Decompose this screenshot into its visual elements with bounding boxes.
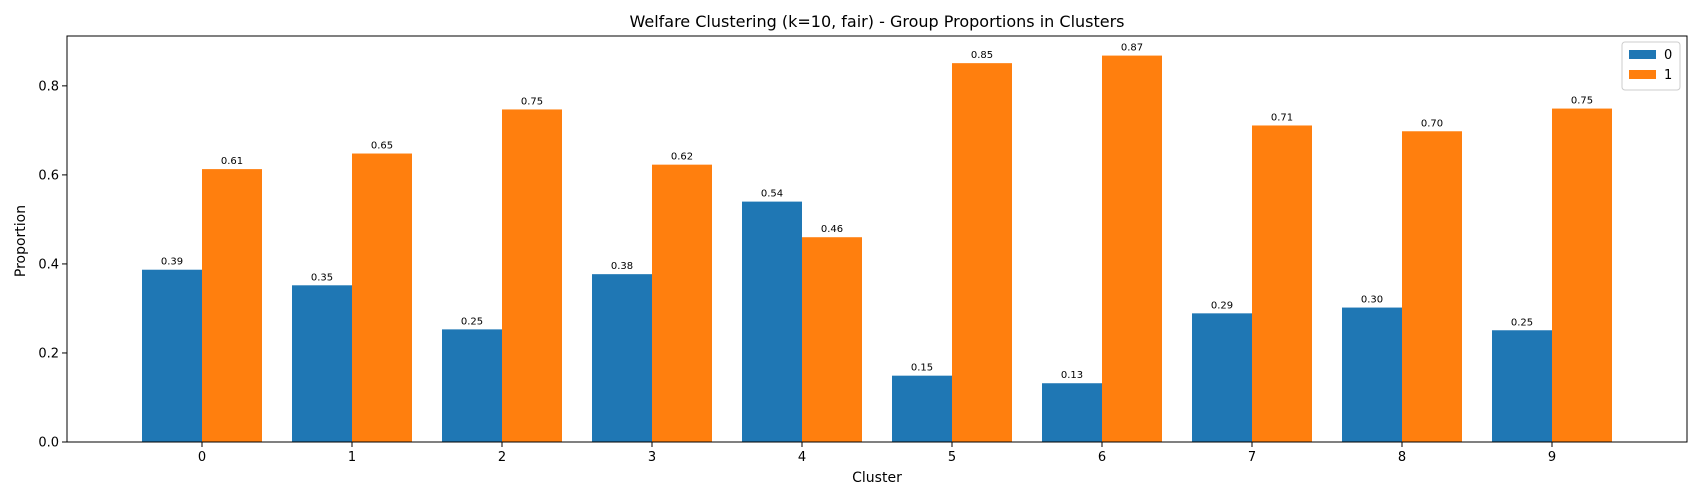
data-label: 0.75 (521, 96, 543, 107)
x-tick-label: 2 (498, 450, 506, 465)
x-tick-label: 7 (1248, 450, 1256, 465)
bar-series-1-cluster-1 (352, 153, 412, 443)
bar-series-1-cluster-2 (502, 109, 562, 442)
data-label: 0.25 (461, 316, 483, 327)
data-label: 0.61 (221, 156, 243, 167)
data-label: 0.46 (821, 224, 843, 235)
bar-series-0-cluster-1 (292, 285, 352, 442)
data-label: 0.38 (611, 261, 633, 272)
bars-layer: 0.39 0.35 0.25 0.38 0.54 0.15 0.13 0.29 0.30 0.25… (142, 43, 1612, 443)
bar-series-1-cluster-3 (652, 164, 712, 442)
bar-series-0-cluster-3 (592, 274, 652, 442)
bar-series-1-cluster-7 (1252, 125, 1312, 443)
bar-series-1-cluster-8 (1402, 131, 1462, 442)
bar-series-0-cluster-0 (142, 269, 202, 442)
x-tick-label: 3 (648, 450, 656, 465)
y-tick-label: 0.2 (38, 346, 59, 361)
bar-series-1-cluster-9 (1552, 108, 1612, 442)
data-label: 0.54 (761, 189, 783, 200)
x-axis-label: Cluster (852, 470, 902, 486)
bar-series-0-cluster-8 (1342, 307, 1402, 442)
data-label: 0.70 (1421, 118, 1443, 129)
data-label: 0.15 (911, 363, 933, 374)
y-tick-label: 0.6 (38, 168, 59, 183)
x-tick-label: 0 (198, 450, 206, 465)
bar-series-0-cluster-4 (742, 201, 802, 442)
x-tick-label: 5 (948, 450, 956, 465)
data-label: 0.85 (971, 50, 993, 61)
bar-series-0-cluster-7 (1192, 313, 1252, 442)
data-label: 0.62 (671, 152, 693, 163)
data-label: 0.75 (1571, 96, 1593, 107)
x-tick-label: 4 (798, 450, 806, 465)
axes-layer: 0.00.20.40.60.80 1 2 3 4 5 6 7 8 9 (38, 35, 1688, 465)
data-label: 0.65 (371, 141, 393, 152)
y-tick-label: 0.0 (38, 436, 59, 451)
bar-series-0-cluster-2 (442, 329, 502, 442)
legend: 01 (1621, 41, 1681, 91)
data-label: 0.13 (1061, 370, 1083, 381)
y-tick-label: 0.8 (38, 79, 59, 94)
bar-series-0-cluster-5 (892, 375, 952, 442)
bar-series-1-cluster-0 (202, 169, 262, 442)
data-label: 0.71 (1271, 112, 1293, 123)
data-label: 0.87 (1121, 43, 1143, 54)
data-label: 0.25 (1511, 317, 1533, 328)
x-tick-label: 8 (1398, 450, 1406, 465)
bar-series-0-cluster-9 (1492, 330, 1552, 442)
y-axis-label: Proportion (13, 205, 29, 277)
x-tick-label: 1 (348, 450, 356, 465)
chart-title: Welfare Clustering (k=10, fair) - Group … (629, 12, 1124, 31)
data-label: 0.39 (161, 257, 183, 268)
legend-label-0: 0 (1664, 48, 1672, 63)
bar-series-1-cluster-4 (802, 237, 862, 442)
data-label: 0.35 (311, 272, 333, 283)
legend-label-1: 1 (1664, 68, 1672, 83)
plot-frame (66, 35, 1688, 443)
x-tick-label: 9 (1548, 450, 1556, 465)
data-label: 0.29 (1211, 300, 1233, 311)
y-tick-label: 0.4 (38, 257, 59, 272)
bar-series-1-cluster-6 (1102, 55, 1162, 443)
legend-swatch-0 (1629, 50, 1656, 59)
data-label: 0.30 (1361, 295, 1383, 306)
bar-series-0-cluster-6 (1042, 383, 1102, 442)
bar-series-1-cluster-5 (952, 63, 1012, 442)
x-tick-label: 6 (1098, 450, 1106, 465)
legend-swatch-1 (1629, 70, 1656, 79)
